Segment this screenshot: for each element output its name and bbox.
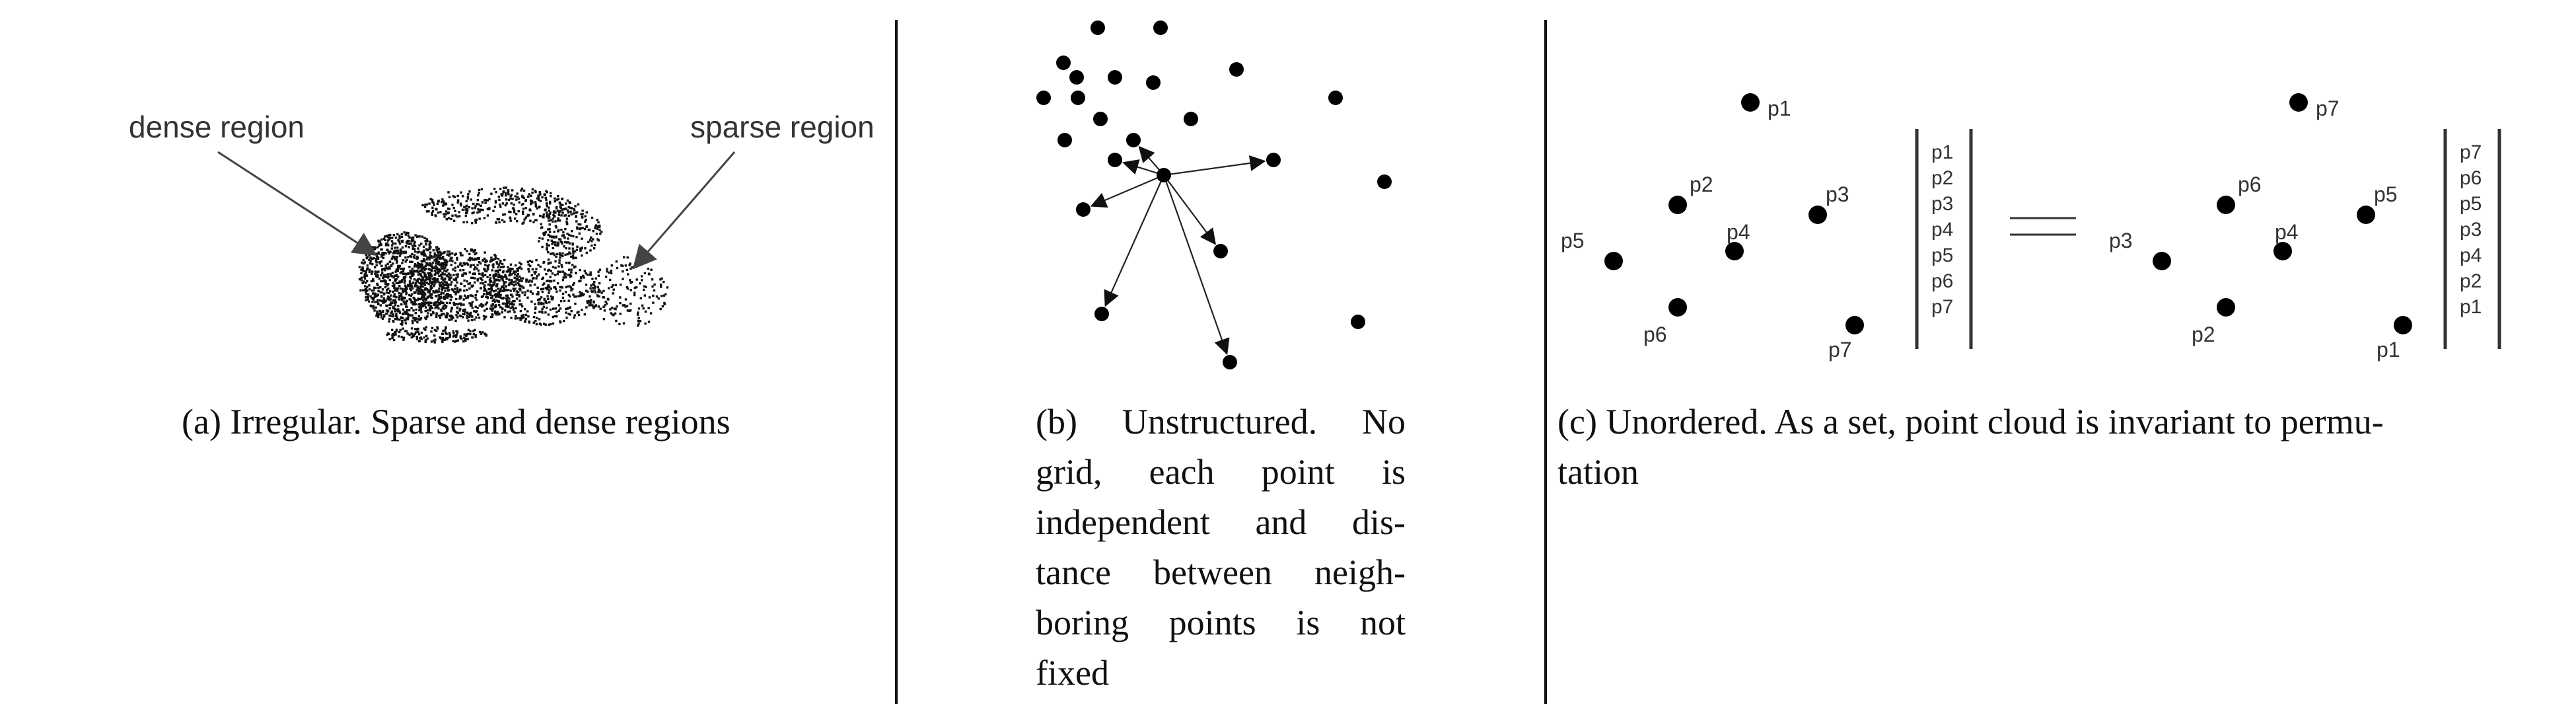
point-label: p4 bbox=[2275, 220, 2299, 244]
vector-entry: p7 bbox=[1931, 296, 1953, 318]
point bbox=[1157, 168, 1171, 182]
sparse-region-label: sparse region bbox=[690, 110, 875, 144]
car-point-cloud bbox=[358, 186, 669, 344]
point bbox=[1668, 196, 1687, 214]
point bbox=[1741, 93, 1760, 112]
neighbor-arrow bbox=[1163, 174, 1217, 245]
vector-entry: p5 bbox=[2460, 193, 2482, 215]
point-label: p2 bbox=[1690, 172, 1713, 196]
point-label: p1 bbox=[1768, 96, 1791, 120]
point bbox=[1146, 75, 1161, 90]
equals-sign bbox=[2010, 217, 2076, 236]
point-label: p7 bbox=[1828, 338, 1852, 362]
point bbox=[2394, 316, 2412, 334]
vector-entry: p3 bbox=[2460, 219, 2482, 241]
caption-b-line: grid, each point is bbox=[1036, 452, 1406, 492]
point-label: p1 bbox=[2377, 338, 2400, 362]
point bbox=[1266, 153, 1281, 167]
panel-divider bbox=[1544, 20, 1547, 704]
vector-entry: p2 bbox=[2460, 270, 2482, 292]
point bbox=[1229, 62, 1244, 77]
point bbox=[1328, 91, 1343, 105]
panel-c-diagram: p1 p2 p3 p4 p5 p6 p7 p1 p2 p3 p4 p5 p6 p7 p7 p6 p5 p4 p3… bbox=[1561, 93, 2501, 362]
point-label: p3 bbox=[1826, 182, 1849, 206]
left-order-vector: p1 p2 p3 p4 p5 p6 p7 bbox=[1915, 129, 1973, 349]
caption-c-line: (c) Unordered. As a set, point cloud is … bbox=[1557, 402, 2384, 441]
caption-a: (a) Irregular. Sparse and dense regions bbox=[182, 402, 731, 441]
caption-c-line: tation bbox=[1557, 452, 1639, 492]
point bbox=[1094, 307, 1109, 321]
caption-b-line: independent and dis- bbox=[1036, 502, 1406, 542]
point-label: p2 bbox=[2192, 323, 2215, 346]
point bbox=[1091, 20, 1105, 35]
caption-b: (b) Unstructured. No grid, each point is… bbox=[1036, 397, 1406, 698]
caption-b-line: tance between neigh- bbox=[1036, 553, 1406, 592]
neighbor-arrow bbox=[1090, 174, 1164, 208]
vector-entry: p6 bbox=[2460, 167, 2482, 189]
point bbox=[1069, 70, 1084, 85]
panel-a-diagram: dense region sparse region bbox=[129, 110, 875, 344]
vector-entry: p4 bbox=[2460, 245, 2482, 266]
point bbox=[2289, 93, 2308, 112]
panel-b-diagram bbox=[1036, 20, 1392, 369]
vector-entry: p5 bbox=[1931, 245, 1953, 266]
dense-region-arrow bbox=[217, 151, 378, 256]
vector-entry: p4 bbox=[1931, 219, 1953, 241]
point bbox=[1056, 56, 1071, 70]
point bbox=[1377, 174, 1392, 189]
caption-c: (c) Unordered. As a set, point cloud is … bbox=[1557, 397, 2515, 497]
point bbox=[1604, 252, 1623, 270]
point bbox=[1153, 20, 1168, 35]
caption-b-line: (b) Unstructured. No bbox=[1036, 402, 1406, 441]
point bbox=[2357, 206, 2375, 224]
point-label: p3 bbox=[2109, 229, 2133, 252]
point bbox=[2153, 252, 2171, 270]
point bbox=[1108, 70, 1122, 85]
point bbox=[1126, 133, 1141, 147]
point bbox=[1668, 298, 1687, 317]
point bbox=[1093, 112, 1108, 126]
point bbox=[2217, 196, 2235, 214]
point bbox=[1725, 242, 1744, 260]
dense-region-label: dense region bbox=[129, 110, 304, 144]
sparse-region-arrow bbox=[632, 151, 736, 270]
point bbox=[1108, 153, 1122, 167]
vector-entry: p1 bbox=[2460, 296, 2482, 318]
point bbox=[1845, 316, 1864, 334]
vector-entry: p7 bbox=[2460, 141, 2482, 163]
point bbox=[1213, 244, 1228, 258]
point bbox=[2217, 298, 2235, 317]
point-label: p5 bbox=[1561, 229, 1585, 252]
point-label: p6 bbox=[1643, 323, 1667, 346]
caption-b-line: fixed bbox=[1036, 653, 1109, 693]
vector-entry: p6 bbox=[1931, 270, 1953, 292]
panel-divider bbox=[895, 20, 898, 704]
point-label: p5 bbox=[2374, 182, 2398, 206]
right-point-set: p7 p6 p5 p4 p3 p2 p1 bbox=[2109, 93, 2412, 362]
neighbor-arrow bbox=[1163, 155, 1266, 176]
point-label: p7 bbox=[2316, 96, 2340, 120]
caption-b-line: boring points is not bbox=[1036, 603, 1406, 642]
point-label: p4 bbox=[1727, 220, 1750, 244]
point bbox=[1351, 315, 1365, 329]
point bbox=[2273, 242, 2292, 260]
vector-entry: p3 bbox=[1931, 193, 1953, 215]
point bbox=[1036, 91, 1051, 105]
point bbox=[1057, 133, 1072, 147]
vector-entry: p2 bbox=[1931, 167, 1953, 189]
left-point-set: p1 p2 p3 p4 p5 p6 p7 bbox=[1561, 93, 1864, 362]
point-label: p6 bbox=[2238, 172, 2262, 196]
right-order-vector: p7 p6 p5 p3 p4 p2 p1 bbox=[2443, 129, 2501, 349]
neighbor-arrows bbox=[1090, 145, 1266, 356]
point bbox=[1808, 206, 1827, 224]
point bbox=[1071, 91, 1085, 105]
point bbox=[1076, 202, 1091, 217]
vector-entry: p1 bbox=[1931, 141, 1953, 163]
neighbor-arrow bbox=[1163, 174, 1230, 356]
neighbor-arrow bbox=[1104, 174, 1165, 307]
scattered-points bbox=[1036, 20, 1392, 369]
point bbox=[1223, 355, 1237, 369]
point bbox=[1184, 112, 1198, 126]
